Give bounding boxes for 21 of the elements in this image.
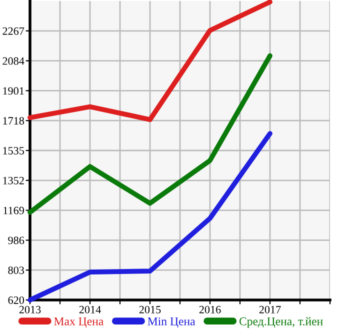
y-tick-label: 2267 xyxy=(2,27,24,35)
legend-label: Min Цена xyxy=(148,317,196,328)
legend-label: Max Цена xyxy=(54,317,104,328)
y-tick-label: 1535 xyxy=(3,146,24,154)
line-series xyxy=(28,53,272,215)
x-tick-label: 2014 xyxy=(79,306,101,314)
x-tick-label: 2017 xyxy=(259,306,281,314)
legend-label: Сред.Цена, т.йен xyxy=(239,317,323,328)
y-tick-label: 803 xyxy=(8,266,24,274)
y-tick-label: 1352 xyxy=(3,176,24,184)
y-tick-label: 1901 xyxy=(3,87,24,95)
y-tick-label: 2084 xyxy=(2,57,24,65)
y-tick-label: 620 xyxy=(8,296,24,304)
line-series xyxy=(28,0,272,122)
y-tick-label: 1169 xyxy=(4,206,24,214)
x-tick-label: 2016 xyxy=(199,306,221,314)
x-tick-label: 2013 xyxy=(19,306,41,314)
y-tick-label: 986 xyxy=(8,236,24,244)
x-tick-label: 2015 xyxy=(139,306,161,314)
y-tick-label: 1718 xyxy=(3,117,24,125)
line-series xyxy=(28,131,272,302)
